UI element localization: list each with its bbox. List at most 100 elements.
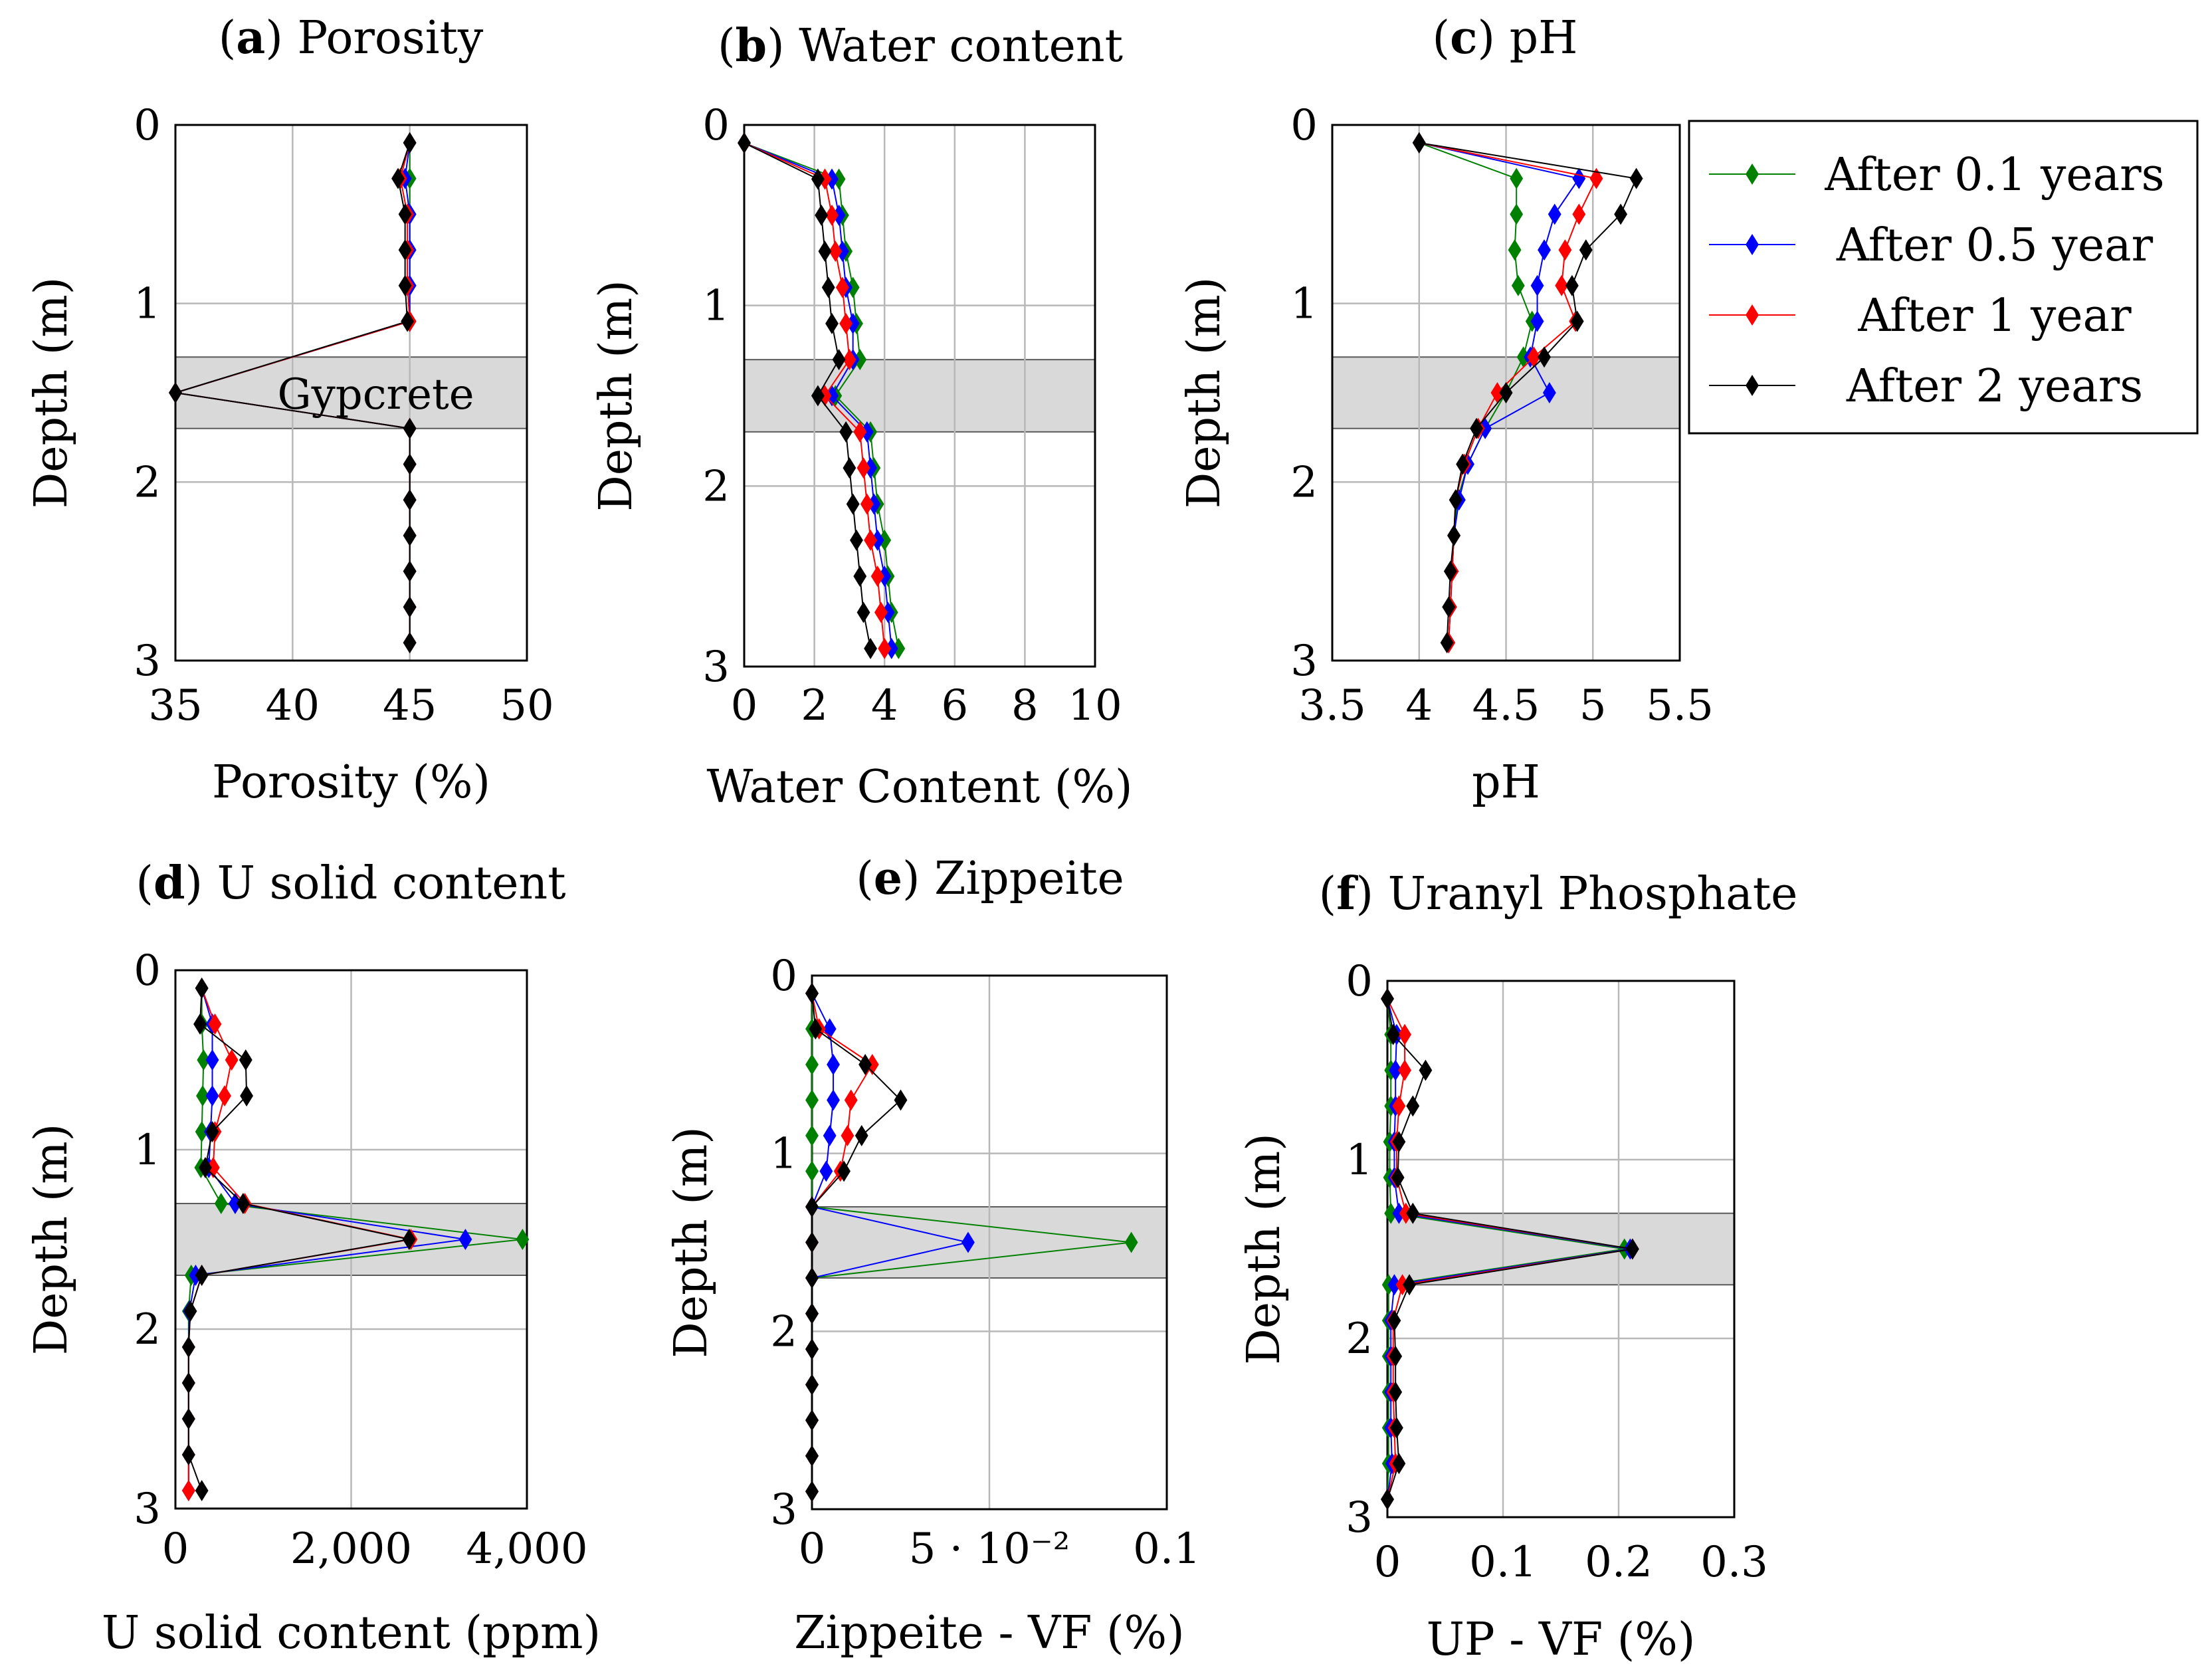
x-tick-label: 0.1 bbox=[1469, 1538, 1537, 1587]
data-point-black bbox=[853, 566, 867, 587]
data-point-black bbox=[1538, 346, 1551, 368]
y-tick-label: 0 bbox=[1346, 957, 1373, 1006]
x-axis-label: pH bbox=[1472, 756, 1540, 809]
x-tick-label: 5 bbox=[1579, 681, 1607, 730]
data-point-black bbox=[864, 637, 877, 659]
chart-title: (f) Uranyl Phosphate bbox=[1319, 867, 1798, 920]
data-point-black bbox=[239, 1049, 252, 1071]
y-tick-label: 3 bbox=[134, 637, 161, 686]
y-axis-label: Depth (m) bbox=[1238, 1133, 1290, 1365]
y-axis-label: Depth (m) bbox=[1178, 277, 1231, 509]
x-tick-label: 45 bbox=[383, 681, 437, 730]
data-point-black bbox=[1565, 274, 1579, 296]
data-point-green bbox=[516, 1229, 530, 1250]
data-point-black bbox=[805, 1445, 819, 1467]
data-point-black bbox=[821, 276, 835, 298]
x-tick-label: 0 bbox=[799, 1524, 826, 1574]
data-point-black bbox=[403, 596, 417, 618]
data-point-blue bbox=[819, 1160, 833, 1182]
data-point-black bbox=[846, 493, 860, 515]
data-point-blue bbox=[961, 1231, 975, 1253]
data-point-black bbox=[1403, 1274, 1416, 1296]
data-point-black bbox=[818, 241, 832, 262]
data-point-black bbox=[1381, 1489, 1394, 1511]
legend-box bbox=[1688, 120, 2199, 435]
x-tick-label: 35 bbox=[148, 681, 202, 730]
data-point-blue bbox=[458, 1229, 472, 1250]
legend-label-green: After 0.1 years bbox=[1824, 149, 2164, 201]
data-point-blue bbox=[1542, 382, 1556, 403]
data-point-green bbox=[1384, 1202, 1398, 1224]
y-tick-label: 2 bbox=[770, 1307, 797, 1356]
chart-panel-f: 0 0.1 0.2 0.3 0 1 2 3 (f) Uranyl Phosphate UP - V… bbox=[1238, 867, 1797, 1666]
x-tick-label: 0.2 bbox=[1585, 1538, 1653, 1587]
data-point-red bbox=[181, 1480, 195, 1501]
data-point-red bbox=[1392, 1095, 1406, 1117]
data-point-black bbox=[1387, 1310, 1401, 1332]
y-tick-label: 3 bbox=[702, 643, 730, 692]
x-tick-label: 0.1 bbox=[1133, 1524, 1201, 1574]
data-point-green bbox=[805, 1053, 819, 1075]
y-tick-label: 1 bbox=[770, 1130, 797, 1179]
data-point-black bbox=[1391, 1166, 1405, 1188]
data-point-red bbox=[1558, 239, 1572, 261]
data-point-red bbox=[1398, 1023, 1412, 1045]
data-point-black bbox=[398, 203, 412, 225]
y-tick-label: 0 bbox=[770, 952, 797, 1001]
title-text: ) pH bbox=[1477, 12, 1577, 64]
data-point-black bbox=[1381, 988, 1394, 1009]
y-tick-label: 0 bbox=[1290, 101, 1318, 150]
data-point-black bbox=[1443, 560, 1457, 582]
chart-panel-e: 0 5 · 10⁻² 0.1 0 1 2 3 (e) Zippeite Zippeite - V… bbox=[665, 852, 1201, 1659]
data-point-blue bbox=[1387, 1274, 1401, 1296]
chart-title: (b) Water content bbox=[718, 19, 1123, 72]
data-point-black bbox=[805, 1267, 819, 1289]
data-point-black bbox=[1406, 1202, 1420, 1224]
data-point-green bbox=[805, 1160, 819, 1182]
data-point-green bbox=[195, 1121, 209, 1142]
data-point-black bbox=[855, 1124, 868, 1146]
x-tick-label: 10 bbox=[1068, 681, 1122, 730]
y-axis-label: Depth (m) bbox=[25, 277, 78, 509]
data-point-black bbox=[195, 1265, 209, 1286]
data-point-black bbox=[805, 1374, 819, 1396]
y-tick-label: 0 bbox=[702, 101, 730, 150]
x-tick-label: 0 bbox=[731, 681, 758, 730]
data-point-red bbox=[829, 241, 843, 262]
data-point-black bbox=[839, 421, 853, 443]
data-point-green bbox=[1124, 1231, 1138, 1253]
data-point-black bbox=[1614, 203, 1628, 225]
data-point-blue bbox=[823, 1124, 837, 1146]
y-tick-label: 1 bbox=[134, 1126, 161, 1175]
x-axis-label: UP - VF (%) bbox=[1427, 1614, 1696, 1666]
data-point-black bbox=[805, 1231, 819, 1253]
data-point-black bbox=[1392, 1453, 1406, 1475]
gypcrete-band bbox=[1387, 1212, 1735, 1286]
y-tick-label: 2 bbox=[1346, 1314, 1373, 1364]
title-letter: e bbox=[874, 852, 902, 905]
data-point-blue bbox=[884, 637, 898, 659]
x-tick-label: 4 bbox=[1405, 681, 1433, 730]
data-point-black bbox=[811, 385, 825, 407]
data-point-red bbox=[1572, 203, 1586, 225]
data-point-black bbox=[403, 132, 417, 154]
data-point-black bbox=[1442, 596, 1456, 618]
data-point-black bbox=[1629, 167, 1643, 189]
x-tick-label: 4,000 bbox=[466, 1524, 587, 1574]
data-point-black bbox=[181, 1336, 195, 1358]
x-tick-label: 40 bbox=[266, 681, 320, 730]
data-point-black bbox=[1440, 632, 1454, 654]
data-point-blue bbox=[1530, 310, 1544, 332]
data-point-green bbox=[853, 349, 867, 371]
title-text: ) Uranyl Phosphate bbox=[1356, 868, 1797, 920]
data-point-black bbox=[403, 560, 417, 582]
data-point-blue bbox=[867, 493, 881, 515]
legend-marker-black bbox=[1746, 375, 1759, 396]
chart-panel-d: 0 2,000 4,000 0 1 2 3 (d) U solid content U soli… bbox=[25, 857, 601, 1659]
x-tick-label: 50 bbox=[500, 681, 553, 730]
data-point-blue bbox=[827, 1089, 840, 1111]
x-tick-label: 3.5 bbox=[1298, 681, 1366, 730]
title-paren-open: ( bbox=[1433, 12, 1451, 64]
data-point-black bbox=[391, 167, 405, 189]
